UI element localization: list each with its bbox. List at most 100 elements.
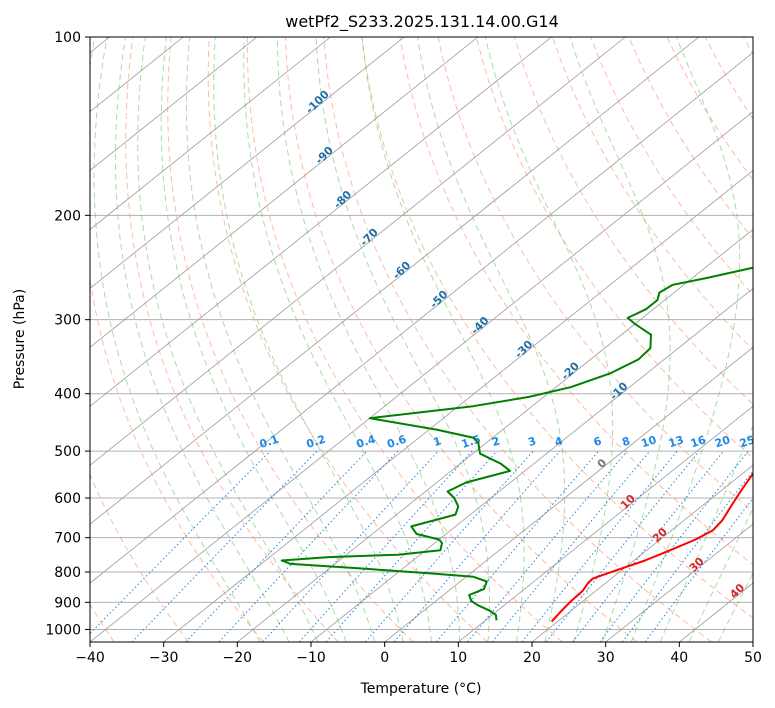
x-tick-label: 30: [597, 650, 615, 666]
mixing-ratio-line: [325, 450, 498, 642]
dry-adiabat-line: [90, 473, 190, 642]
x-tick-label: 10: [449, 650, 467, 666]
isotherm-line: [90, 37, 479, 348]
dry-adiabat-line: [437, 37, 753, 513]
background-lines: [90, 37, 753, 642]
moist-adiabat-line: [276, 37, 461, 642]
moist-adiabat-line: [361, 37, 525, 642]
mixing-ratio-line: [218, 450, 399, 642]
mixing-ratio-label: 0.6: [385, 432, 408, 450]
isotherm-line: [458, 405, 753, 642]
x-tick-label: −40: [75, 650, 105, 666]
dry-adiabat-line: [399, 37, 753, 566]
mixing-ratio-line: [185, 450, 368, 642]
y-tick-label: 600: [54, 491, 81, 507]
mixing-ratio-label: 4: [553, 434, 565, 449]
y-tick-label: 700: [54, 531, 81, 547]
dry-adiabat-line: [207, 37, 488, 642]
y-tick-label: 100: [54, 30, 81, 46]
mixing-ratio-line: [90, 450, 271, 635]
y-tick-label: 1000: [45, 622, 81, 638]
isotherm-line: [90, 111, 753, 642]
y-axis: 100 200 300 400 500 600 700 800 900 1000: [45, 30, 90, 638]
dry-adiabat-line: [590, 37, 753, 296]
moist-adiabat-line: [659, 424, 753, 642]
isotherm-line: [90, 52, 753, 584]
dry-adiabat-line: [125, 37, 339, 642]
mixing-ratio-label: 20: [713, 433, 732, 450]
x-tick-label: 50: [744, 650, 762, 666]
isotherm-line: [90, 37, 700, 525]
mixing-ratio-line: [262, 450, 439, 642]
mixing-ratio-label: 8: [620, 434, 631, 449]
mixing-ratio-line: [621, 470, 753, 642]
isotherm-line: [163, 170, 753, 642]
y-tick-label: 500: [54, 444, 81, 460]
mixing-ratio-label: 13: [667, 433, 686, 450]
mixing-ratio-label: 2: [490, 434, 501, 449]
y-tick-label: 400: [54, 387, 81, 403]
x-axis-label: Temperature (°C): [360, 681, 482, 697]
mixing-ratio-line: [644, 497, 753, 642]
y-tick-label: 900: [54, 595, 81, 611]
dry-adiabat-line: [323, 37, 713, 642]
dry-adiabat-line: [246, 37, 563, 642]
isotherm-line: [90, 37, 331, 230]
mixing-ratio-label: 3: [526, 434, 537, 449]
plot-frame: [89, 36, 754, 643]
x-tick-label: 20: [523, 650, 541, 666]
x-tick-label: −30: [149, 650, 179, 666]
profiles: [280, 266, 753, 623]
mixing-ratio-line: [521, 450, 678, 642]
mixing-ratio-line: [467, 450, 628, 642]
mixing-ratio-line: [491, 450, 651, 642]
moist-adiabat-line: [569, 37, 671, 642]
mixing-ratio-label: 25: [738, 433, 757, 450]
x-tick-label: 0: [380, 650, 389, 666]
mixing-ratio-label: 0.1: [258, 433, 281, 451]
temperature-profile-line: [550, 471, 753, 623]
chart-title: wetPf2_S233.2025.131.14.00.G14: [285, 12, 559, 32]
moist-adiabat-line: [160, 37, 347, 642]
mixing-ratio-label: 1: [432, 434, 443, 449]
y-tick-label: 800: [54, 565, 81, 581]
moist-adiabat-line: [630, 37, 741, 642]
isotherm-line: [90, 37, 626, 466]
isotherm-line: [531, 464, 753, 642]
isotherm-line: [384, 346, 753, 642]
mixing-ratio-line: [364, 450, 534, 642]
isotherm-line: [605, 523, 753, 642]
mixing-ratio-label: 0.2: [305, 433, 328, 451]
mixing-ratio-line: [545, 450, 700, 642]
mixing-ratio-line: [298, 450, 473, 642]
dry-adiabat-line: [167, 37, 414, 642]
mixing-ratio-label: 10: [640, 433, 659, 450]
moist-adiabat-line: [213, 37, 404, 642]
moist-adiabat-line: [185, 37, 376, 642]
mixing-ratio-label: 16: [689, 433, 708, 450]
x-tick-label: −20: [223, 650, 253, 666]
dewpoint-profile-line: [280, 266, 753, 621]
x-axis: −40 −30 −20 −10 0 10 20 30 40 50: [75, 642, 762, 666]
mixing-ratio-line: [131, 450, 318, 642]
isotherm-line: [237, 228, 753, 642]
mixing-ratio-label: 6: [592, 434, 604, 449]
moist-adiabat-line: [484, 37, 614, 642]
y-tick-label: 300: [54, 313, 81, 329]
moist-adiabat-line: [243, 37, 432, 642]
isotherm-line: [90, 37, 258, 172]
y-axis-label: Pressure (hPa): [12, 289, 28, 389]
moist-adiabat-line: [417, 37, 566, 642]
mixing-ratio-label: 1.5: [460, 433, 483, 451]
dry-adiabat-line: [284, 37, 638, 642]
isotherm-line: [90, 37, 405, 289]
dry-adiabat-line: [361, 37, 753, 619]
moist-adiabat-line: [315, 37, 490, 642]
mixing-ratio-line: [599, 450, 749, 642]
isotherm-line: [90, 37, 552, 407]
y-tick-label: 200: [54, 208, 81, 224]
mixing-ratio-label: 0.4: [355, 432, 378, 450]
mixing-ratio-line: [436, 450, 599, 642]
x-tick-label: 40: [670, 650, 688, 666]
